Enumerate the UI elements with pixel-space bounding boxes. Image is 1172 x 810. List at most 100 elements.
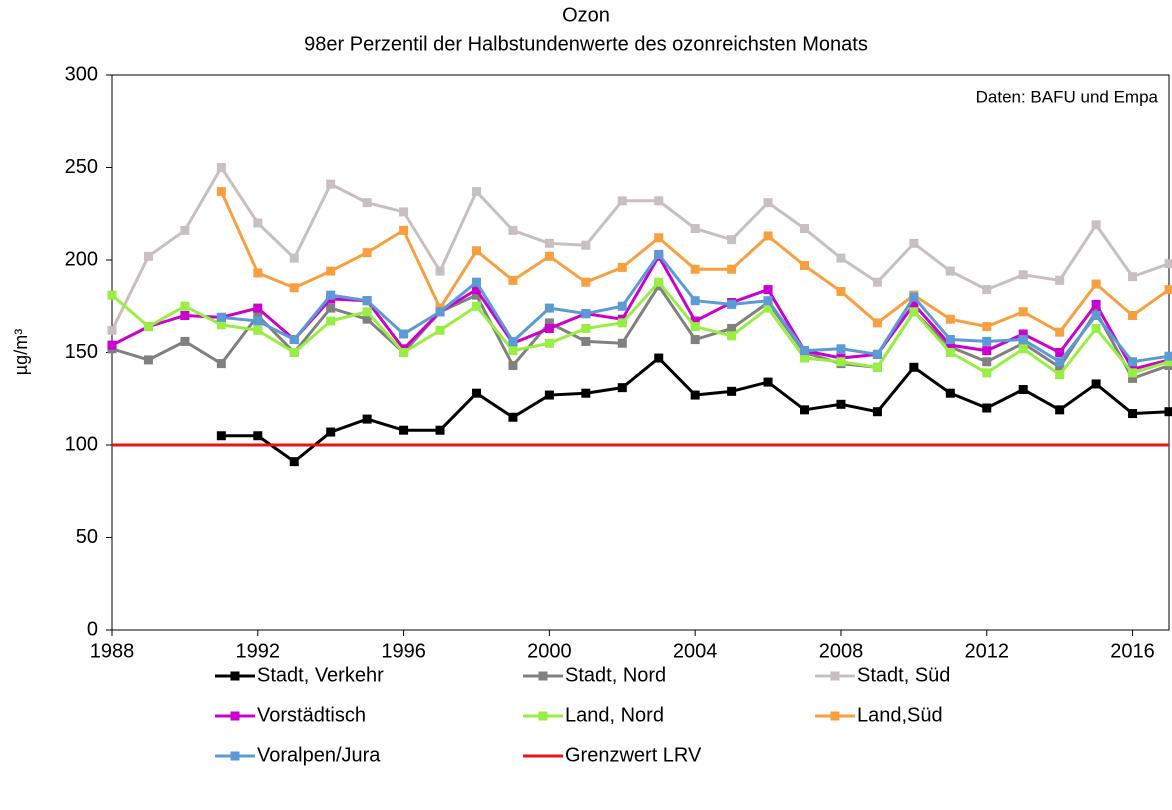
data-point — [982, 346, 991, 355]
legend-marker — [231, 752, 240, 761]
data-point — [436, 307, 445, 316]
data-point — [764, 378, 773, 387]
data-point — [472, 302, 481, 311]
data-point — [290, 457, 299, 466]
data-point — [326, 180, 335, 189]
data-point — [545, 324, 554, 333]
legend-marker — [231, 712, 240, 721]
data-point — [946, 348, 955, 357]
data-point — [691, 224, 700, 233]
data-point — [727, 331, 736, 340]
data-point — [545, 339, 554, 348]
data-point — [654, 278, 663, 287]
data-point — [946, 267, 955, 276]
data-point — [691, 391, 700, 400]
data-point — [727, 235, 736, 244]
data-point — [326, 428, 335, 437]
data-point — [1055, 276, 1064, 285]
data-point — [436, 267, 445, 276]
data-point — [290, 283, 299, 292]
data-point — [180, 311, 189, 320]
data-point — [363, 296, 372, 305]
data-point — [108, 341, 117, 350]
data-point — [581, 389, 590, 398]
data-point — [618, 383, 627, 392]
data-point — [253, 326, 262, 335]
data-point — [654, 250, 663, 259]
legend-marker — [831, 712, 840, 721]
data-point — [764, 198, 773, 207]
data-point — [253, 219, 262, 228]
data-point — [253, 317, 262, 326]
chart-title: Ozon — [562, 4, 610, 26]
data-point — [253, 304, 262, 313]
data-point — [363, 307, 372, 316]
data-point — [363, 198, 372, 207]
data-point — [909, 363, 918, 372]
data-point — [180, 226, 189, 235]
data-point — [472, 187, 481, 196]
y-tick-label: 300 — [65, 63, 98, 85]
data-point — [144, 252, 153, 261]
data-point — [581, 309, 590, 318]
data-point — [1165, 352, 1172, 361]
x-tick-label: 2012 — [965, 640, 1010, 662]
data-point — [873, 278, 882, 287]
y-tick-label: 100 — [65, 433, 98, 455]
data-point — [326, 291, 335, 300]
x-tick-label: 2016 — [1110, 640, 1155, 662]
data-point — [508, 226, 517, 235]
data-point — [508, 337, 517, 346]
annotation: Daten: BAFU und Empa — [976, 87, 1159, 106]
data-point — [1092, 280, 1101, 289]
data-point — [1092, 300, 1101, 309]
data-point — [1055, 405, 1064, 414]
data-point — [691, 296, 700, 305]
data-point — [508, 346, 517, 355]
data-point — [472, 246, 481, 255]
data-point — [217, 163, 226, 172]
data-point — [727, 265, 736, 274]
data-point — [1092, 379, 1101, 388]
data-point — [982, 322, 991, 331]
legend-label: Stadt, Verkehr — [257, 664, 384, 686]
data-point — [1165, 407, 1172, 416]
data-point — [436, 326, 445, 335]
data-point — [982, 368, 991, 377]
data-point — [873, 363, 882, 372]
legend-marker — [539, 672, 548, 681]
data-point — [1128, 368, 1137, 377]
data-point — [180, 337, 189, 346]
data-point — [399, 207, 408, 216]
legend-label: Stadt, Süd — [857, 664, 950, 686]
y-tick-label: 50 — [76, 526, 98, 548]
data-point — [836, 357, 845, 366]
data-point — [946, 315, 955, 324]
legend-label: Vorstädtisch — [257, 704, 366, 726]
y-tick-label: 250 — [65, 156, 98, 178]
data-point — [836, 254, 845, 263]
data-point — [982, 357, 991, 366]
data-point — [545, 391, 554, 400]
data-point — [326, 304, 335, 313]
data-point — [836, 287, 845, 296]
x-tick-label: 1988 — [90, 640, 135, 662]
data-point — [581, 337, 590, 346]
data-point — [800, 261, 809, 270]
data-point — [691, 265, 700, 274]
data-point — [654, 196, 663, 205]
data-point — [326, 317, 335, 326]
legend-marker — [231, 672, 240, 681]
data-point — [764, 296, 773, 305]
data-point — [909, 293, 918, 302]
data-point — [982, 285, 991, 294]
data-point — [946, 335, 955, 344]
x-tick-label: 2004 — [673, 640, 718, 662]
data-point — [1019, 307, 1028, 316]
data-point — [836, 400, 845, 409]
legend-label: Land,Süd — [857, 704, 943, 726]
plot-area — [112, 75, 1169, 630]
data-point — [764, 231, 773, 240]
data-point — [618, 302, 627, 311]
data-point — [217, 359, 226, 368]
